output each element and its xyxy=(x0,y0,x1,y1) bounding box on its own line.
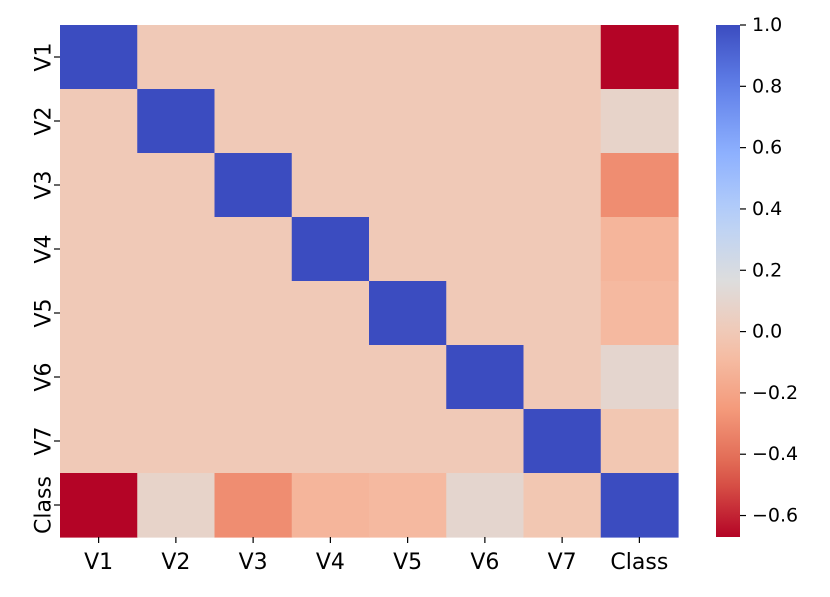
heatmap-cell-V2-V4 xyxy=(291,89,370,154)
heatmap-cell-V2-V7 xyxy=(523,89,602,154)
x-tick-label: V2 xyxy=(161,550,190,575)
y-tick-label: V2 xyxy=(32,106,57,135)
heatmap-cell-V6-V3 xyxy=(214,345,293,410)
heatmap-cell-V1-V7 xyxy=(523,25,602,90)
heatmap-cell-V3-V3 xyxy=(214,153,293,218)
heatmap-cell-V6-V6 xyxy=(446,345,525,410)
colorbar-gradient xyxy=(716,25,740,537)
x-tick-label: V5 xyxy=(393,550,422,575)
heatmap-cell-Class-V4 xyxy=(291,473,370,538)
heatmap-cell-V1-V2 xyxy=(137,25,216,90)
y-tick-label: Class xyxy=(32,476,57,534)
heatmap-cell-V6-Class xyxy=(600,345,679,410)
heatmap-cell-V4-V1 xyxy=(60,217,138,282)
heatmap-cell-V6-V4 xyxy=(291,345,370,410)
heatmap-cell-Class-V3 xyxy=(214,473,293,538)
y-tick-label: V3 xyxy=(32,170,57,199)
heatmap-cell-V1-V5 xyxy=(369,25,447,90)
heatmap-cell-V7-Class xyxy=(600,409,679,474)
heatmap-cell-V2-Class xyxy=(600,89,679,154)
heatmap-cell-V4-V3 xyxy=(214,217,293,282)
x-tick-label: V1 xyxy=(84,550,113,575)
heatmap-cell-V3-Class xyxy=(600,153,679,218)
heatmap-cells xyxy=(60,25,679,538)
heatmap-cell-V5-V1 xyxy=(60,281,138,346)
heatmap-cell-V5-Class xyxy=(600,281,679,346)
heatmap-cell-V4-V4 xyxy=(291,217,370,282)
heatmap-cell-Class-V6 xyxy=(446,473,525,538)
colorbar-tick-label: 1.0 xyxy=(752,14,782,36)
heatmap-cell-V7-V6 xyxy=(446,409,525,474)
heatmap-cell-V5-V6 xyxy=(446,281,525,346)
heatmap-cell-V2-V2 xyxy=(137,89,216,154)
colorbar-tick-label: 0.0 xyxy=(752,321,782,343)
heatmap-cell-V7-V3 xyxy=(214,409,293,474)
colorbar-ticks: 1.0 0.8 0.6 0.4 0.2 0.0 −0.2 −0.4 −0.6 xyxy=(740,14,798,527)
heatmap-cell-V5-V4 xyxy=(291,281,370,346)
x-tick-label: V3 xyxy=(239,550,268,575)
colorbar-tick-label: −0.4 xyxy=(752,443,798,465)
heatmap-cell-V3-V2 xyxy=(137,153,216,218)
heatmap-cell-V4-V5 xyxy=(369,217,447,282)
heatmap-cell-Class-V7 xyxy=(523,473,602,538)
heatmap-cell-V3-V6 xyxy=(446,153,525,218)
colorbar-tick-label: 0.2 xyxy=(752,259,782,281)
x-tick-label: V4 xyxy=(316,550,345,575)
colorbar-tick-label: 0.8 xyxy=(752,75,782,97)
heatmap-cell-Class-V1 xyxy=(60,473,138,538)
heatmap-cell-V4-V7 xyxy=(523,217,602,282)
heatmap-cell-V4-V6 xyxy=(446,217,525,282)
heatmap-cell-V7-V1 xyxy=(60,409,138,474)
heatmap-cell-V2-V1 xyxy=(60,89,138,154)
y-tick-label: V5 xyxy=(32,298,57,327)
heatmap-cell-V3-V4 xyxy=(291,153,370,218)
colorbar-tick-label: −0.6 xyxy=(752,505,798,527)
heatmap-cell-V7-V7 xyxy=(523,409,602,474)
colorbar-tick-label: −0.2 xyxy=(752,382,798,404)
heatmap-cell-V6-V1 xyxy=(60,345,138,410)
colorbar-tick-label: 0.6 xyxy=(752,137,782,159)
y-tick-label: V4 xyxy=(32,234,57,263)
x-axis: V1 V2 V3 V4 V5 V6 V7 Class xyxy=(84,537,668,575)
y-tick-label: V7 xyxy=(32,426,57,455)
heatmap-cell-V6-V7 xyxy=(523,345,602,410)
y-axis: V1 V2 V3 V4 V5 V6 V7 Class xyxy=(32,42,60,534)
heatmap-cell-V7-V2 xyxy=(137,409,216,474)
heatmap-cell-V1-V4 xyxy=(291,25,370,90)
heatmap-cell-V6-V5 xyxy=(369,345,447,410)
heatmap-cell-V7-V5 xyxy=(369,409,447,474)
heatmap-cell-V1-V1 xyxy=(60,25,138,90)
colorbar: 1.0 0.8 0.6 0.4 0.2 0.0 −0.2 −0.4 −0.6 xyxy=(716,14,798,537)
heatmap-cell-Class-V5 xyxy=(369,473,447,538)
colorbar-tick-label: 0.4 xyxy=(752,198,782,220)
heatmap-cell-V4-Class xyxy=(600,217,679,282)
heatmap-cell-V6-V2 xyxy=(137,345,216,410)
heatmap-cell-V2-V3 xyxy=(214,89,293,154)
heatmap-cell-V7-V4 xyxy=(291,409,370,474)
x-tick-label: V6 xyxy=(470,550,499,575)
heatmap-cell-V5-V5 xyxy=(369,281,447,346)
y-tick-label: V1 xyxy=(32,42,57,71)
heatmap-cell-V1-V3 xyxy=(214,25,293,90)
heatmap-cell-V5-V2 xyxy=(137,281,216,346)
heatmap-cell-V2-V6 xyxy=(446,89,525,154)
x-tick-label: Class xyxy=(610,550,668,575)
heatmap-cell-V1-V6 xyxy=(446,25,525,90)
heatmap-cell-V3-V7 xyxy=(523,153,602,218)
heatmap-cell-V3-V5 xyxy=(369,153,447,218)
heatmap-cell-V4-V2 xyxy=(137,217,216,282)
x-tick-label: V7 xyxy=(548,550,577,575)
heatmap-cell-V5-V3 xyxy=(214,281,293,346)
heatmap-cell-V1-Class xyxy=(600,25,679,90)
heatmap-cell-V2-V5 xyxy=(369,89,447,154)
heatmap-cell-Class-V2 xyxy=(137,473,216,538)
y-tick-label: V6 xyxy=(32,362,57,391)
heatmap-cell-Class-Class xyxy=(600,473,679,538)
heatmap-cell-V5-V7 xyxy=(523,281,602,346)
heatmap-cell-V3-V1 xyxy=(60,153,138,218)
